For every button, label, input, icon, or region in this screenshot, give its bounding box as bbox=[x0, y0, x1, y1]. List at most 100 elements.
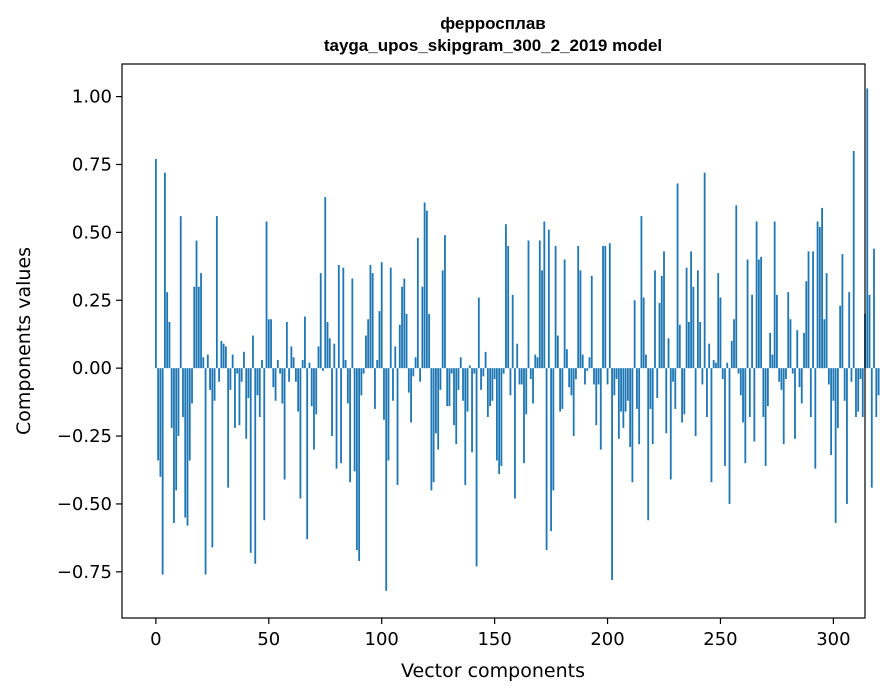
bar-151 bbox=[496, 368, 498, 460]
bar-254 bbox=[729, 368, 731, 504]
bar-245 bbox=[708, 344, 710, 368]
bar-318 bbox=[873, 249, 875, 368]
bar-34 bbox=[232, 355, 234, 369]
bar-234 bbox=[683, 368, 685, 414]
bar-257 bbox=[735, 205, 737, 368]
bar-261 bbox=[744, 368, 746, 463]
bar-206 bbox=[620, 368, 622, 411]
bar-222 bbox=[656, 368, 658, 398]
bar-213 bbox=[636, 368, 638, 409]
bar-117 bbox=[419, 368, 421, 382]
bar-9 bbox=[175, 368, 177, 490]
bar-268 bbox=[760, 257, 762, 368]
bar-201 bbox=[609, 243, 611, 368]
bar-287 bbox=[803, 333, 805, 368]
bar-218 bbox=[647, 368, 649, 520]
bar-274 bbox=[774, 222, 776, 369]
bar-99 bbox=[379, 311, 381, 368]
bar-55 bbox=[279, 368, 281, 373]
bar-192 bbox=[589, 357, 591, 368]
bar-39 bbox=[243, 352, 245, 368]
bar-80 bbox=[336, 368, 338, 468]
bar-60 bbox=[290, 346, 292, 368]
bar-308 bbox=[851, 368, 853, 382]
bar-63 bbox=[297, 368, 299, 411]
bar-66 bbox=[304, 317, 306, 369]
bar-143 bbox=[478, 298, 480, 369]
bar-74 bbox=[322, 368, 324, 371]
bar-205 bbox=[618, 368, 620, 439]
bar-163 bbox=[523, 368, 525, 463]
bar-229 bbox=[672, 368, 674, 382]
bar-7 bbox=[171, 368, 173, 428]
bar-47 bbox=[261, 360, 263, 368]
bar-131 bbox=[451, 368, 453, 373]
bar-226 bbox=[665, 368, 667, 433]
bar-230 bbox=[674, 368, 676, 409]
bar-8 bbox=[173, 368, 175, 523]
bar-56 bbox=[281, 368, 283, 403]
bar-102 bbox=[385, 368, 387, 591]
chart-subtitle: tayga_upos_skipgram_300_2_2019 model bbox=[324, 36, 662, 55]
bar-258 bbox=[738, 368, 740, 373]
bar-288 bbox=[805, 281, 807, 368]
bar-129 bbox=[446, 368, 448, 406]
bar-110 bbox=[403, 279, 405, 369]
bar-224 bbox=[661, 276, 663, 368]
bar-59 bbox=[288, 368, 290, 382]
bar-73 bbox=[320, 273, 322, 368]
bar-239 bbox=[695, 368, 697, 436]
y-axis: −0.75−0.50−0.250.000.250.500.751.00 bbox=[57, 87, 122, 583]
bar-276 bbox=[778, 368, 780, 382]
bar-series bbox=[155, 88, 880, 590]
bar-44 bbox=[254, 368, 256, 564]
bar-31 bbox=[225, 346, 227, 368]
bar-160 bbox=[516, 344, 518, 368]
bar-178 bbox=[557, 336, 559, 369]
bar-64 bbox=[300, 368, 302, 498]
bar-175 bbox=[550, 368, 552, 531]
bar-11 bbox=[180, 216, 182, 368]
bar-158 bbox=[512, 295, 514, 368]
bar-101 bbox=[383, 368, 385, 420]
bar-212 bbox=[634, 300, 636, 368]
bar-249 bbox=[717, 273, 719, 368]
bar-272 bbox=[769, 333, 771, 368]
bar-202 bbox=[611, 368, 613, 580]
bar-132 bbox=[453, 368, 455, 425]
bar-289 bbox=[808, 251, 810, 368]
bar-127 bbox=[442, 270, 444, 368]
bar-104 bbox=[390, 268, 392, 368]
bar-20 bbox=[200, 273, 202, 368]
bar-118 bbox=[421, 287, 423, 368]
bar-183 bbox=[568, 368, 570, 387]
bar-310 bbox=[855, 368, 857, 417]
bar-248 bbox=[715, 363, 717, 368]
bar-51 bbox=[270, 319, 272, 368]
bar-149 bbox=[491, 368, 493, 401]
bar-262 bbox=[747, 260, 749, 369]
bar-176 bbox=[552, 368, 554, 490]
bar-216 bbox=[643, 298, 645, 369]
bar-136 bbox=[462, 368, 464, 401]
bar-172 bbox=[543, 222, 545, 369]
bar-211 bbox=[631, 368, 633, 482]
bar-199 bbox=[604, 246, 606, 368]
bar-188 bbox=[580, 270, 582, 368]
bar-152 bbox=[498, 368, 500, 474]
y-tick-label: 0.75 bbox=[72, 154, 112, 175]
bar-40 bbox=[245, 368, 247, 439]
bar-6 bbox=[169, 322, 171, 368]
bar-30 bbox=[223, 344, 225, 368]
bar-228 bbox=[670, 368, 672, 479]
bar-148 bbox=[489, 368, 491, 406]
bar-316 bbox=[869, 295, 871, 368]
bar-305 bbox=[844, 368, 846, 401]
bar-153 bbox=[501, 368, 503, 466]
bar-27 bbox=[216, 216, 218, 368]
bar-121 bbox=[428, 314, 430, 368]
bar-177 bbox=[555, 246, 557, 368]
bar-171 bbox=[541, 270, 543, 368]
bar-209 bbox=[627, 368, 629, 401]
